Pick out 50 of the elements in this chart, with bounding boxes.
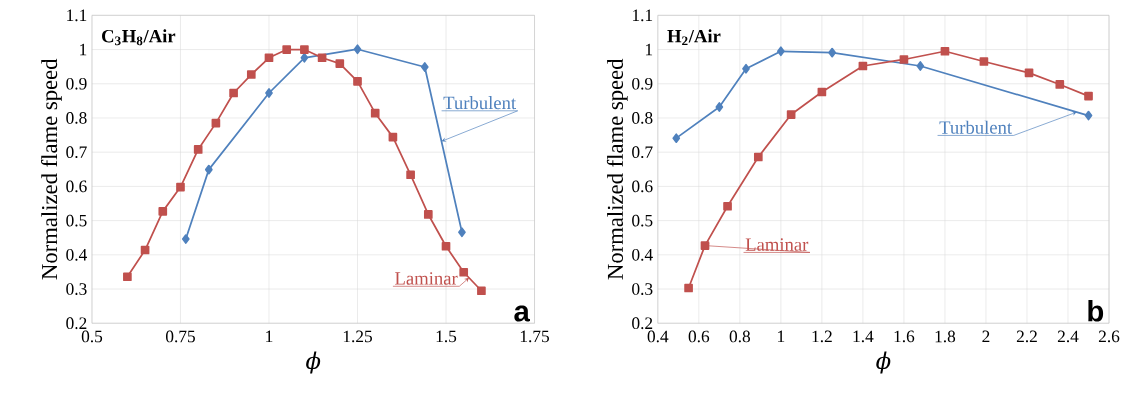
y-tick-label: 0.2 [66,317,87,330]
x-tick-label: 1.5 [436,330,457,343]
y-tick-label: 0.2 [632,317,653,330]
y-tick-label: 1 [645,43,653,56]
y-tick-label: 1.1 [67,9,87,22]
y-tick-label: 0.4 [66,248,88,261]
annotation: b [1088,299,1104,322]
x-tick-label: 1.8 [935,330,956,343]
y-tick-label: 0.6 [632,180,653,193]
y-axis-title: Normalized flame speed [606,58,628,280]
y-tick-label: 0.9 [632,77,653,90]
annotation: C$_{3}$H$_{8}$/Air [102,29,176,46]
y-tick-label: 0.3 [66,283,87,295]
x-tick-label: 0.4 [647,330,669,343]
y-axis-title: Normalized flame speed [41,58,62,280]
x-tick-label: 1.6 [894,330,915,343]
x-tick-label: 2.4 [1057,330,1079,343]
legend-label: Laminar [395,272,458,285]
x-tick-label: 1.75 [520,330,549,343]
y-tick-label: 0.8 [66,111,87,124]
legend-label: Laminar [745,238,809,251]
x-tick-label: 0.8 [729,330,751,343]
x-tick-label: 2.6 [1098,330,1120,343]
y-tick-label: 0.5 [632,214,653,227]
x-axis-title: ϕ [876,351,891,374]
x-tick-label: 1.2 [812,330,832,343]
y-tick-label: 0.9 [66,77,87,90]
series-label: Turbulent [939,120,1012,134]
y-tick-label: 0.7 [66,146,87,158]
x-tick-label: 1 [266,330,273,342]
y-tick-label: 0.3 [632,283,653,295]
y-tick-label: 1 [80,43,87,56]
x-tick-label: 1 [778,330,785,342]
y-tick-label: 0.8 [632,111,653,124]
y-tick-label: 0.6 [66,180,87,193]
series-label: Turbulent [443,95,517,110]
x-tick-label: 1.25 [343,330,372,343]
annotation: a [514,305,530,322]
y-tick-label: 0.5 [66,214,87,227]
x-tick-label: 0.75 [165,330,195,343]
x-tick-label: 2 [982,330,990,342]
x-tick-label: 1.4 [853,330,874,343]
x-axis-title: ϕ [306,351,321,374]
x-tick-label: 2.2 [1016,330,1037,343]
y-tick-label: 0.4 [632,248,653,261]
annotation: H$_{2}$/Air [667,29,721,46]
y-tick-label: 1.1 [632,9,653,22]
x-tick-label: 0.6 [688,330,710,343]
y-tick-label: 0.7 [632,146,653,158]
x-tick-label: 0.5 [81,330,103,343]
